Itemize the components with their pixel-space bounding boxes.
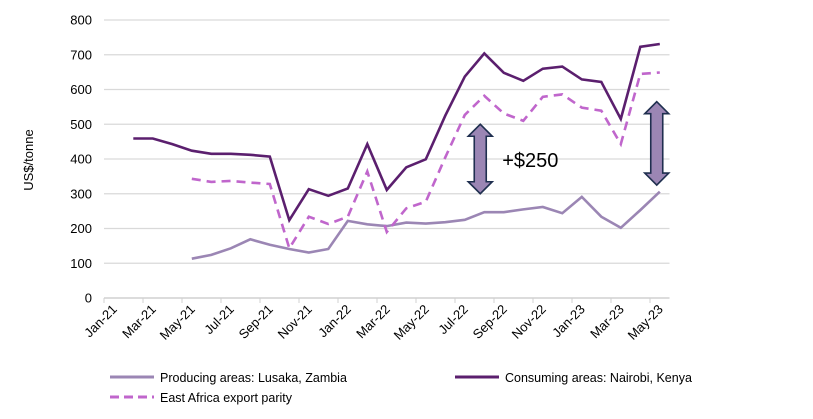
gridlines (104, 19, 670, 299)
x-tick-label: Nov-21 (275, 302, 315, 342)
y-tick-label: 700 (70, 47, 92, 62)
x-tick-label: Jan-21 (81, 302, 120, 341)
x-tick-label: Jul-21 (201, 302, 237, 338)
annotations: +$250 (466, 100, 671, 195)
y-tick-label: 100 (70, 256, 92, 271)
series-line-2 (191, 71, 660, 252)
legend-label-parity: East Africa export parity (160, 391, 293, 405)
double-arrow-icon (466, 123, 495, 195)
y-tick-label: 300 (70, 186, 92, 201)
series-line-1 (133, 42, 660, 224)
x-tick-label: Jan-22 (315, 302, 354, 341)
y-tick-label: 600 (70, 82, 92, 97)
x-tick-label: Sep-22 (470, 302, 510, 342)
x-tick-label: Mar-22 (353, 302, 393, 342)
y-tick-label: 0 (85, 291, 92, 306)
legend-label-consuming: Consuming areas: Nairobi, Kenya (505, 371, 692, 385)
y-tick-label: 200 (70, 221, 92, 236)
x-tick-label: Nov-22 (509, 302, 549, 342)
legend-label-producing: Producing areas: Lusaka, Zambia (160, 371, 347, 385)
legend: Producing areas: Lusaka, Zambia Consumin… (110, 371, 692, 405)
y-tick-label: 500 (70, 117, 92, 132)
series-line-0 (191, 190, 661, 260)
x-tick-label: Jul-22 (435, 302, 471, 338)
x-tick-label: May-23 (625, 302, 666, 343)
x-tick-label: May-22 (391, 302, 432, 343)
annotation-label: +$250 (502, 150, 558, 172)
y-axis-ticks: 0 100 200 300 400 500 600 700 800 (70, 13, 92, 306)
series-lines (133, 42, 661, 260)
y-axis-label: US$/tonne (21, 129, 36, 190)
y-tick-label: 400 (70, 152, 92, 167)
x-tick-label: Mar-23 (587, 302, 627, 342)
x-tick-label: Mar-21 (119, 302, 159, 342)
x-tick-label: Sep-21 (236, 302, 276, 342)
double-arrow-icon (642, 100, 671, 187)
x-tick-label: Jan-23 (549, 302, 588, 341)
x-tick-label: May-21 (157, 302, 198, 343)
y-tick-label: 800 (70, 13, 92, 28)
